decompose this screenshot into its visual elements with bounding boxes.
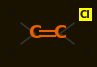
Text: H: H xyxy=(6,48,13,57)
Text: H: H xyxy=(6,10,13,19)
Text: Cl: Cl xyxy=(80,10,91,20)
Text: C: C xyxy=(28,25,42,42)
Text: H: H xyxy=(82,48,89,57)
Text: C: C xyxy=(54,25,67,42)
